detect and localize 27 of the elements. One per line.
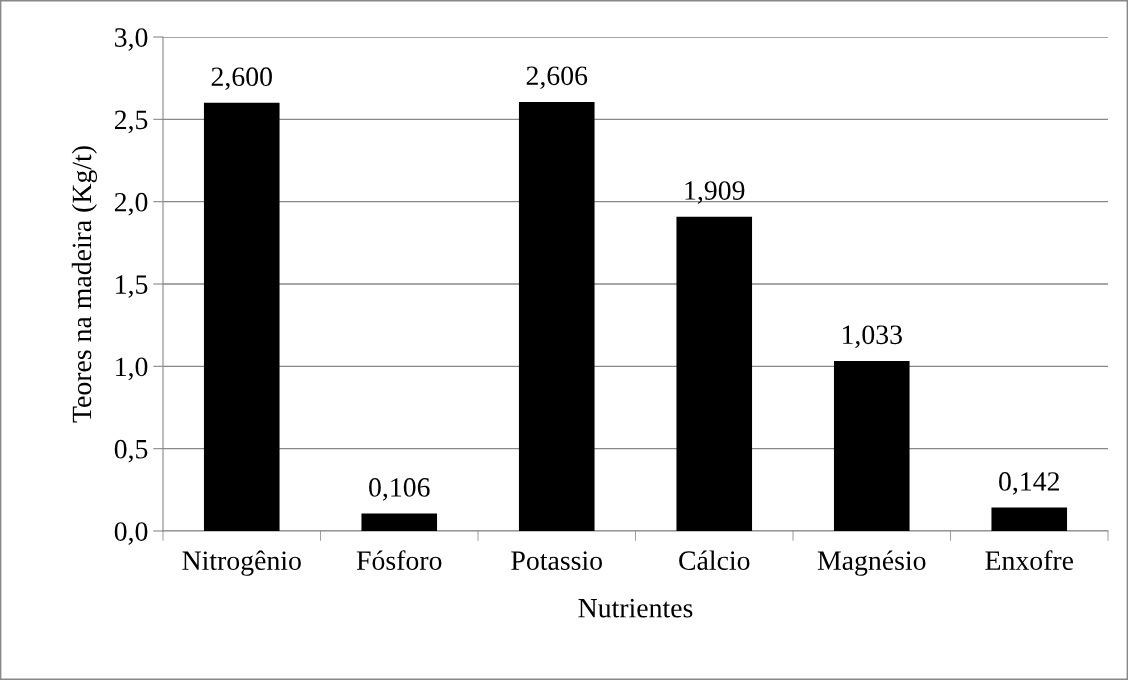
x-tick-label: Potassio: [511, 551, 602, 570]
x-tick-label: Magnésio: [817, 550, 926, 576]
data-label: 0,106: [369, 478, 430, 501]
x-axis-title: Nutrientes: [578, 598, 693, 618]
y-tick-label: 2,5: [114, 110, 148, 134]
bar: [203, 102, 280, 531]
data-label: 2,606: [526, 66, 588, 90]
bar: [518, 101, 595, 531]
x-tick-label: Cálcio: [679, 550, 750, 570]
bar: [361, 513, 438, 531]
y-tick-label: 3,0: [115, 28, 148, 51]
y-tick-label: 0,0: [114, 522, 148, 545]
y-tick-label: 1,0: [116, 357, 148, 381]
y-tick-label: 1,5: [116, 275, 148, 298]
y-tick-label: 2,0: [114, 192, 148, 216]
x-tick-label: Fósforo: [356, 550, 442, 570]
bar: [833, 360, 910, 531]
y-tick-label: 0,5: [114, 439, 148, 463]
data-label: 0,142: [999, 472, 1059, 495]
x-tick-label: Nitrogênio: [182, 550, 301, 576]
data-label: 1,033: [842, 325, 902, 349]
data-label: 2,600: [211, 67, 272, 91]
data-label: 1,909: [685, 181, 745, 204]
bar: [676, 216, 753, 531]
bar: [991, 507, 1068, 531]
y-axis-title: Teores na madeira (Kg/t): [71, 146, 98, 423]
x-tick-label: Enxofre: [985, 550, 1074, 570]
